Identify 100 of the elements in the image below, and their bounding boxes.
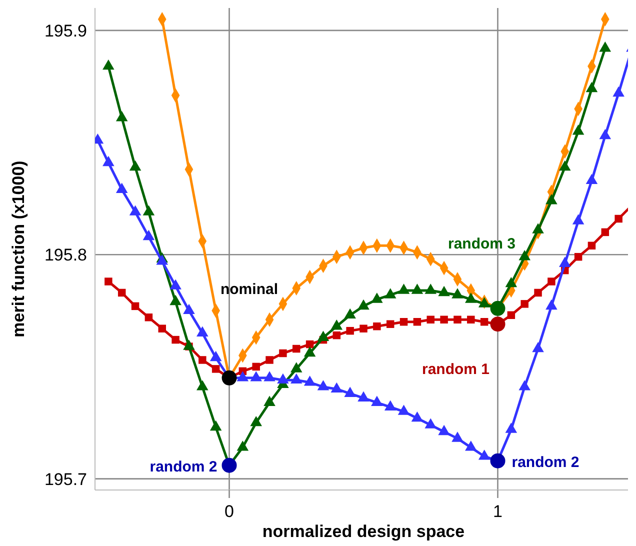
point bbox=[478, 450, 490, 460]
point bbox=[183, 340, 195, 350]
point bbox=[129, 205, 142, 216]
point bbox=[518, 250, 530, 260]
text: random 2 bbox=[512, 454, 580, 471]
point bbox=[170, 294, 182, 306]
point bbox=[250, 371, 262, 382]
point bbox=[330, 382, 343, 393]
point bbox=[277, 373, 289, 384]
point bbox=[490, 300, 506, 316]
point bbox=[210, 420, 222, 431]
point bbox=[346, 326, 354, 335]
point bbox=[156, 254, 168, 265]
point bbox=[358, 299, 370, 310]
point bbox=[373, 322, 381, 330]
x-axis-title: normalized design space bbox=[262, 522, 465, 541]
point bbox=[172, 336, 180, 344]
point bbox=[599, 128, 612, 140]
point bbox=[144, 314, 153, 322]
point bbox=[398, 404, 410, 415]
point bbox=[360, 324, 368, 332]
point bbox=[534, 288, 542, 297]
point bbox=[196, 380, 208, 390]
point bbox=[490, 453, 506, 468]
point bbox=[212, 365, 220, 373]
point bbox=[290, 373, 302, 384]
point bbox=[236, 371, 249, 382]
point bbox=[424, 284, 437, 294]
point bbox=[371, 396, 383, 406]
point bbox=[505, 276, 518, 288]
point bbox=[279, 349, 287, 358]
text: random 1 bbox=[422, 361, 490, 378]
point bbox=[304, 376, 316, 386]
point bbox=[614, 214, 622, 223]
point bbox=[465, 292, 477, 303]
point bbox=[572, 124, 584, 135]
point bbox=[601, 228, 610, 236]
point bbox=[210, 350, 222, 362]
point bbox=[599, 42, 612, 52]
point bbox=[490, 316, 506, 332]
text: random 3 bbox=[448, 235, 516, 252]
point bbox=[588, 242, 596, 250]
point bbox=[252, 362, 260, 371]
point bbox=[532, 342, 544, 352]
x-tick-label: 1 bbox=[493, 502, 502, 521]
point bbox=[371, 292, 383, 303]
point bbox=[344, 308, 356, 319]
point bbox=[467, 316, 475, 324]
point bbox=[400, 318, 408, 326]
point bbox=[304, 346, 316, 357]
point bbox=[478, 297, 490, 308]
point bbox=[558, 160, 571, 171]
series-label: random 2 bbox=[150, 458, 218, 476]
point bbox=[250, 416, 262, 426]
point bbox=[518, 380, 530, 390]
point bbox=[102, 156, 114, 166]
point bbox=[558, 256, 571, 267]
point bbox=[266, 356, 274, 364]
point bbox=[384, 288, 396, 298]
point bbox=[413, 318, 422, 326]
point bbox=[440, 316, 448, 324]
point bbox=[438, 286, 450, 296]
text: nominal bbox=[220, 280, 278, 298]
point bbox=[222, 458, 237, 473]
point bbox=[426, 316, 434, 324]
point bbox=[344, 386, 356, 397]
point bbox=[317, 380, 330, 390]
point bbox=[332, 331, 341, 340]
point bbox=[306, 340, 314, 348]
point bbox=[480, 318, 488, 326]
point bbox=[129, 160, 142, 171]
point bbox=[170, 279, 182, 290]
point bbox=[546, 299, 558, 310]
point bbox=[116, 111, 128, 122]
point bbox=[398, 284, 410, 294]
y-tick-label: 195.8 bbox=[44, 246, 87, 265]
y-axis-title: merit function (x1000) bbox=[9, 160, 28, 338]
point bbox=[572, 214, 584, 224]
point bbox=[452, 288, 464, 298]
point bbox=[465, 440, 477, 451]
point bbox=[438, 424, 450, 436]
x-tick-label: 0 bbox=[224, 502, 234, 521]
point bbox=[424, 418, 437, 428]
point bbox=[196, 326, 208, 336]
point bbox=[222, 370, 237, 386]
point bbox=[183, 304, 195, 314]
point bbox=[131, 302, 140, 310]
point bbox=[292, 344, 300, 353]
point bbox=[411, 411, 424, 422]
point bbox=[452, 432, 464, 442]
point bbox=[142, 230, 155, 240]
point bbox=[317, 330, 330, 341]
point bbox=[574, 252, 582, 261]
point bbox=[454, 316, 462, 324]
point bbox=[411, 284, 424, 294]
point bbox=[612, 86, 624, 97]
y-tick-label: 195.9 bbox=[44, 21, 87, 40]
point bbox=[290, 362, 302, 372]
y-tick-label: 195.7 bbox=[44, 470, 87, 489]
point bbox=[264, 371, 276, 382]
